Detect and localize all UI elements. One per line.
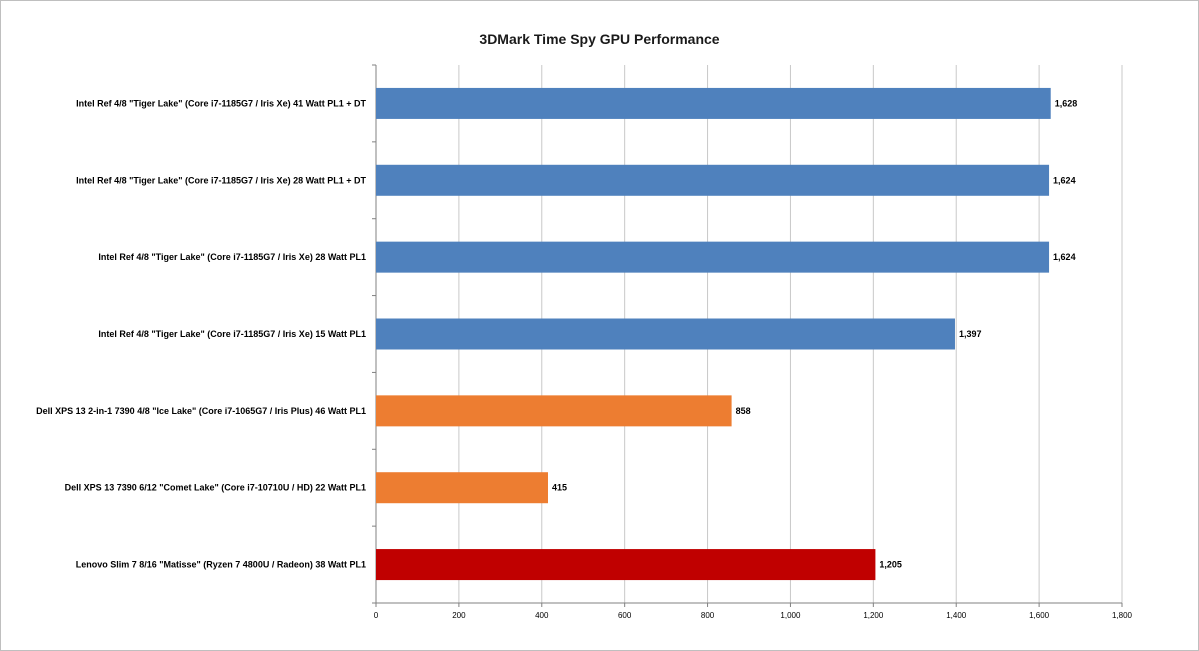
x-tick-label: 0: [374, 611, 379, 620]
bar-value-label: 1,628: [1055, 98, 1078, 108]
bar: [376, 318, 955, 350]
category-label: Dell XPS 13 2-in-1 7390 4/8 "Ice Lake" (…: [36, 406, 366, 416]
x-tick-label: 1,200: [863, 611, 884, 620]
x-tick-label: 600: [618, 611, 632, 620]
bar: [376, 164, 1050, 196]
x-tick-label: 800: [701, 611, 715, 620]
x-tick-label: 1,400: [946, 611, 967, 620]
bar-value-label: 1,397: [959, 329, 982, 339]
x-tick-label: 1,000: [780, 611, 801, 620]
chart-title: 3DMark Time Spy GPU Performance: [479, 31, 720, 47]
category-label: Intel Ref 4/8 "Tiger Lake" (Core i7-1185…: [76, 175, 366, 185]
category-label: Intel Ref 4/8 "Tiger Lake" (Core i7-1185…: [98, 252, 366, 262]
bar-value-label: 1,205: [879, 560, 902, 570]
bar: [376, 395, 732, 427]
bar-value-label: 858: [736, 406, 751, 416]
bar-value-label: 1,624: [1053, 252, 1076, 262]
bar: [376, 472, 548, 504]
x-tick-label: 200: [452, 611, 466, 620]
category-label: Lenovo Slim 7 8/16 "Matisse" (Ryzen 7 48…: [76, 560, 366, 570]
x-tick-label: 1,600: [1029, 611, 1050, 620]
bar: [376, 87, 1051, 119]
category-label: Dell XPS 13 7390 6/12 "Comet Lake" (Core…: [65, 483, 366, 493]
x-tick-label: 1,800: [1112, 611, 1133, 620]
bar-value-label: 1,624: [1053, 175, 1076, 185]
category-label: Intel Ref 4/8 "Tiger Lake" (Core i7-1185…: [98, 329, 366, 339]
category-label: Intel Ref 4/8 "Tiger Lake" (Core i7-1185…: [76, 98, 366, 108]
bar: [376, 241, 1050, 273]
bar-value-label: 415: [552, 483, 567, 493]
bar: [376, 549, 876, 581]
x-tick-label: 400: [535, 611, 549, 620]
